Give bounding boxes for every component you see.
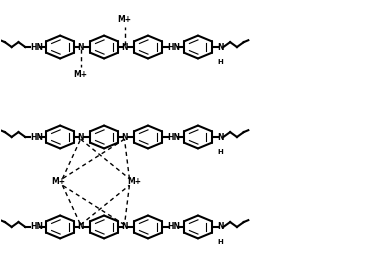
Text: N: N xyxy=(78,133,84,141)
Text: N: N xyxy=(218,42,224,52)
Text: N: N xyxy=(121,133,128,141)
Text: N: N xyxy=(218,133,224,141)
Text: M+: M+ xyxy=(117,15,131,24)
Text: HN: HN xyxy=(168,222,180,232)
Text: M+: M+ xyxy=(51,178,65,187)
Text: N: N xyxy=(78,42,84,52)
Text: HN: HN xyxy=(168,133,180,141)
Text: H: H xyxy=(218,59,223,65)
Text: M+: M+ xyxy=(127,178,141,187)
Text: N: N xyxy=(121,222,128,232)
Text: N: N xyxy=(218,222,224,232)
Text: HN: HN xyxy=(30,133,43,141)
Text: HN: HN xyxy=(30,42,43,52)
Text: HN: HN xyxy=(168,42,180,52)
Text: H: H xyxy=(218,239,223,245)
Text: N: N xyxy=(78,222,84,232)
Text: H: H xyxy=(218,149,223,155)
Text: HN: HN xyxy=(30,222,43,232)
Text: M+: M+ xyxy=(74,70,87,79)
Text: N: N xyxy=(121,42,128,52)
